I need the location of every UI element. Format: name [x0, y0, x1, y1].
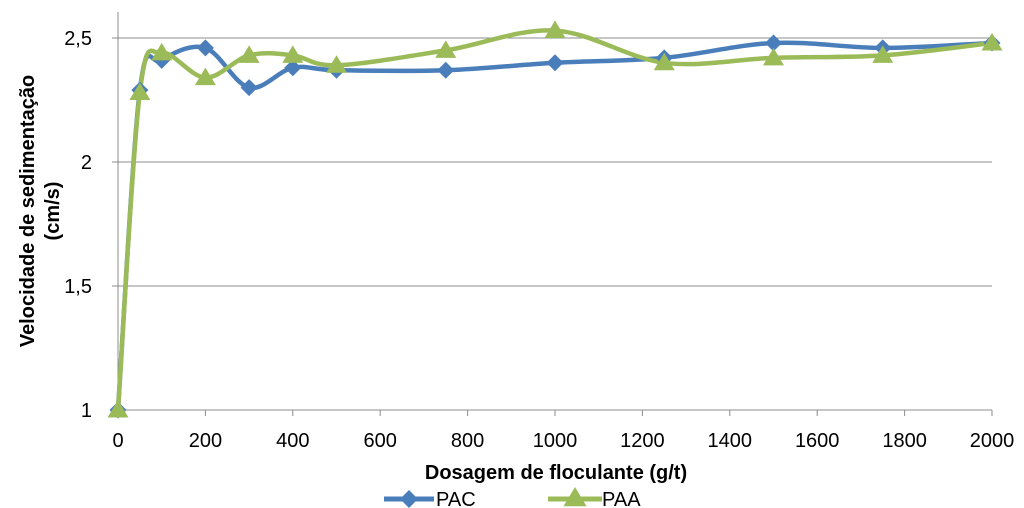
x-tick-label: 1200 [620, 430, 665, 452]
legend-pac-label: PAC [436, 489, 476, 508]
y-tick-label: 2,5 [64, 28, 92, 50]
legend-item-pac: PAC [384, 489, 476, 508]
axes [112, 12, 993, 416]
x-tick-label: 1600 [795, 430, 840, 452]
x-tick-label: 2000 [970, 430, 1015, 452]
y-tick-label: 1,5 [64, 276, 92, 298]
data-point-paa [107, 400, 129, 418]
data-point-pac [437, 61, 455, 79]
data-point-paa [151, 42, 173, 61]
legend-pac-marker [400, 490, 418, 508]
legend-paa-label: PAA [602, 489, 641, 508]
x-tick-label: 1800 [882, 430, 927, 452]
series-markers [107, 20, 1003, 419]
data-point-paa [129, 82, 151, 101]
data-point-paa [763, 47, 784, 66]
data-point-pac [546, 54, 564, 72]
x-tick-label: 400 [276, 430, 309, 452]
data-point-pac [196, 39, 214, 57]
data-point-paa [282, 45, 304, 63]
tick-labels: 1 1,5 2 2,5 0 200 400 600 800 1000 1200 1400 1600 180… [64, 28, 1014, 452]
data-point-pac [240, 79, 258, 97]
legend-item-paa: PAA [548, 487, 641, 508]
x-tick-label: 1400 [708, 430, 753, 452]
data-point-paa [981, 32, 1003, 51]
data-point-paa [435, 40, 457, 58]
y-axis-title-line2: (cm/s) [42, 182, 64, 241]
legend: PAC PAA [384, 487, 641, 508]
x-tick-label: 600 [364, 430, 397, 452]
data-point-paa [194, 67, 216, 86]
data-point-paa [872, 45, 894, 63]
data-point-paa [653, 52, 675, 71]
legend-paa-marker [563, 487, 587, 507]
x-tick-label: 800 [451, 430, 484, 452]
series-line-pac [115, 40, 995, 413]
x-tick-label: 200 [189, 430, 222, 452]
data-point-paa [326, 55, 347, 73]
x-tick-label: 1000 [533, 430, 578, 452]
data-point-pac [284, 59, 302, 77]
y-axis-title-line1: Velocidade de sedimentação [17, 75, 39, 347]
y-tick-label: 1 [81, 400, 92, 422]
y-tick-label: 2 [81, 152, 92, 174]
x-tick-label: 0 [112, 430, 123, 452]
data-point-paa [544, 20, 566, 39]
data-point-pac [765, 34, 782, 52]
grid-lines [118, 37, 992, 287]
data-point-paa [238, 45, 260, 63]
x-axis-title: Dosagem de floculante (g/t) [425, 462, 687, 484]
